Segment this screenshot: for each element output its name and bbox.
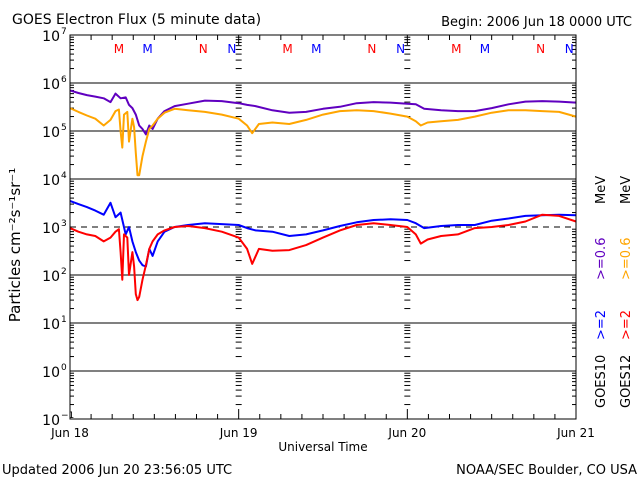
y-tick-exponent: 2	[61, 267, 67, 277]
y-tick-exponent: 3	[61, 219, 67, 229]
noon-midnight-marker: N	[536, 42, 545, 56]
noon-midnight-marker: M	[451, 42, 461, 56]
noon-midnight-marker: M	[480, 42, 490, 56]
legend: GOES10 >=2 >=0.6 MeV GOES12 >=2 >=0.6 MeV	[594, 176, 634, 408]
begin-label: Begin: 2006 Jun 18 0000 UTC	[441, 15, 632, 30]
x-tick-label: Jun 21	[556, 426, 595, 440]
legend-low-energy: >=0.6	[594, 238, 609, 280]
noon-midnight-marker: N	[367, 42, 376, 56]
series-line	[69, 213, 577, 302]
x-tick-label: Jun 20	[387, 426, 426, 440]
series-lines	[69, 89, 577, 302]
y-tick-exponent: 4	[61, 171, 67, 181]
credit-label: NOAA/SEC Boulder, CO USA	[456, 463, 637, 478]
y-tick-exponent: 1	[61, 315, 67, 325]
y-tick-label: 10	[42, 269, 60, 285]
legend-high-energy: >=2	[594, 310, 609, 340]
noon-midnight-marker: N	[565, 42, 574, 56]
y-tick-label: 10	[42, 173, 60, 189]
y-tick-label: 10	[42, 125, 60, 141]
series-line	[69, 89, 577, 136]
chart-title: GOES Electron Flux (5 minute data)	[12, 12, 261, 28]
y-tick-exponent: 0	[61, 363, 67, 373]
legend-unit: MeV	[619, 176, 634, 204]
x-axis-label: Universal Time	[278, 440, 367, 454]
y-tick-label: 10	[42, 413, 60, 429]
y-tick-exponent: 5	[61, 123, 67, 133]
noon-midnight-marker: M	[142, 42, 152, 56]
legend-unit: MeV	[594, 176, 609, 204]
updated-timestamp: Updated 2006 Jun 20 23:56:05 UTC	[2, 463, 232, 478]
y-tick-exponent: 6	[61, 75, 67, 85]
legend-column: GOES12 >=2 >=0.6 MeV	[619, 176, 634, 408]
x-tick-label: Jun 18	[50, 426, 89, 440]
series-line	[69, 107, 577, 177]
y-axis-label: Particles cm⁻²s⁻¹sr⁻¹	[6, 168, 24, 322]
legend-satellite: GOES10	[594, 355, 609, 408]
axis-ticks	[69, 35, 577, 419]
x-tick-label: Jun 19	[219, 426, 258, 440]
noon-midnight-marker: N	[199, 42, 208, 56]
series-line	[69, 199, 577, 268]
legend-low-energy: >=0.6	[619, 238, 634, 280]
y-tick-exponent: −1	[61, 411, 74, 421]
y-tick-label: 10	[42, 365, 60, 381]
y-tick-label: 10	[42, 221, 60, 237]
plot-frame	[69, 34, 577, 420]
y-tick-label: 10	[42, 317, 60, 333]
noon-midnight-marker: N	[227, 42, 236, 56]
x-tick-labels: Jun 18 Jun 19 Jun 20 Jun 21	[50, 426, 595, 440]
legend-high-energy: >=2	[619, 310, 634, 340]
y-tick-exponent: 7	[61, 27, 67, 37]
noon-midnight-marker: M	[282, 42, 292, 56]
legend-satellite: GOES12	[619, 355, 634, 408]
y-tick-label: 10	[42, 29, 60, 45]
y-tick-label: 10	[42, 77, 60, 93]
noon-midnight-marker: M	[114, 42, 124, 56]
legend-column: GOES10 >=2 >=0.6 MeV	[594, 176, 609, 408]
noon-midnight-marker: M	[311, 42, 321, 56]
noon-midnight-marker: N	[396, 42, 405, 56]
